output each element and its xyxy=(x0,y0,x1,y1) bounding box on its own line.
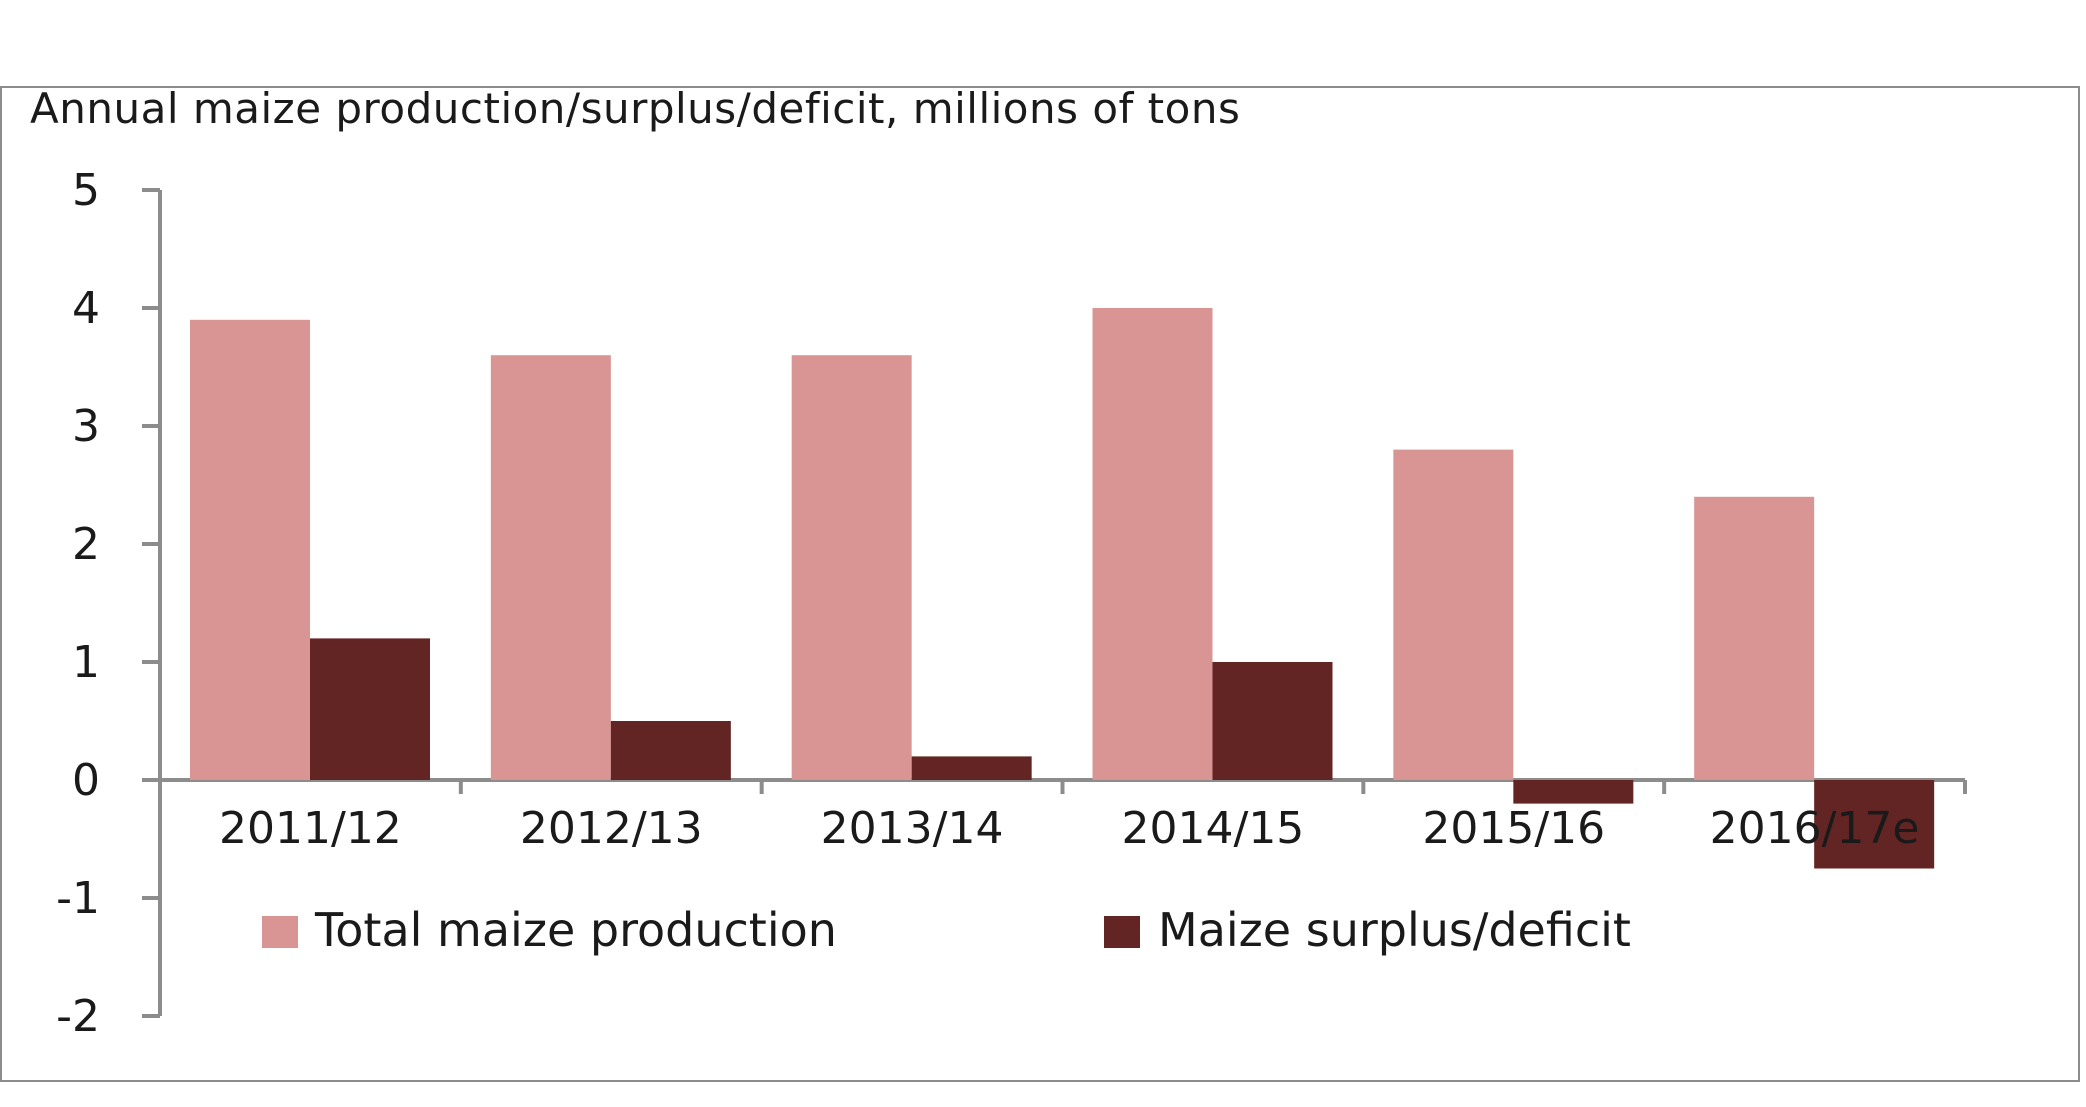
y-tick-label: 3 xyxy=(72,401,100,452)
bar-total-production xyxy=(791,355,912,780)
x-tick-label: 2011/12 xyxy=(219,803,402,854)
y-tick-label: 2 xyxy=(72,519,100,570)
bar-surplus-deficit xyxy=(1513,780,1634,804)
legend-swatch xyxy=(262,916,298,948)
bar-surplus-deficit xyxy=(1814,780,1935,869)
legend-swatch xyxy=(1104,916,1140,948)
bar-total-production xyxy=(1694,496,1815,780)
y-tick-label: 1 xyxy=(72,637,100,688)
legend-label: Maize surplus/deficit xyxy=(1158,903,1631,957)
x-axis xyxy=(160,778,1967,794)
x-tick-label: 2014/15 xyxy=(1122,803,1305,854)
bar-total-production xyxy=(490,355,611,780)
bar-surplus-deficit xyxy=(310,638,430,780)
y-tick-label: 5 xyxy=(72,165,100,216)
bar-total-production xyxy=(1393,449,1514,780)
x-tick-label: 2015/16 xyxy=(1422,803,1605,854)
x-axis-labels: 2011/12 2012/13 2013/14 2014/15 2015/16 2016/… xyxy=(219,803,1919,854)
bar-surplus-deficit xyxy=(610,721,731,780)
x-tick-label: 2012/13 xyxy=(520,803,703,854)
x-tick-label: 2013/14 xyxy=(821,803,1004,854)
legend-label: Total maize production xyxy=(314,903,837,957)
bar-total-production xyxy=(190,319,310,780)
chart-title: Annual maize production/surplus/deficit,… xyxy=(30,84,1241,133)
legend: Total maize production Maize surplus/defi… xyxy=(262,903,1631,957)
y-tick-label: -1 xyxy=(56,873,100,924)
y-tick-label: -2 xyxy=(56,991,100,1042)
bar-surplus-deficit xyxy=(1212,662,1333,780)
bar-total-production xyxy=(1092,308,1213,780)
x-tick-label: 2016/17e xyxy=(1710,803,1920,854)
y-axis: 5 4 3 2 1 0 -1 -2 xyxy=(56,165,162,1042)
bar-surplus-deficit xyxy=(911,756,1032,780)
y-tick-label: 0 xyxy=(72,755,100,806)
bars xyxy=(190,308,1935,869)
y-tick-label: 4 xyxy=(72,283,100,334)
